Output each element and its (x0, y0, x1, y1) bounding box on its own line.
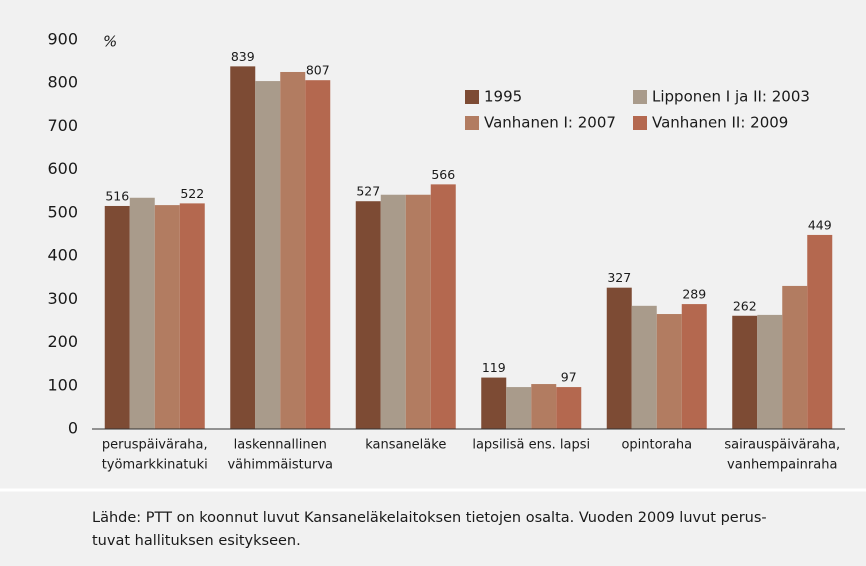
legend-label: 1995 (484, 88, 522, 106)
bar (631, 305, 657, 429)
bar (305, 80, 331, 430)
bar (154, 205, 180, 429)
x-tick-label: peruspäiväraha, (102, 438, 208, 453)
legend-swatch (465, 116, 479, 130)
bar (405, 194, 431, 429)
value-label: 522 (180, 186, 204, 201)
value-label: 527 (356, 184, 380, 199)
value-label: 839 (231, 49, 255, 64)
value-label: 449 (808, 217, 832, 232)
y-tick-label: 600 (47, 159, 78, 178)
bar (179, 203, 205, 429)
x-tick-label: lapsilisä ens. lapsi (472, 438, 590, 453)
legend-label: Vanhanen II: 2009 (652, 114, 788, 132)
bar (656, 314, 682, 429)
legend-label: Lipponen I ja II: 2003 (652, 88, 810, 106)
x-tick-label: vanhempainraha (727, 458, 837, 473)
bar (430, 184, 456, 429)
bar (506, 387, 532, 429)
bar (255, 81, 281, 430)
x-tick-label: työmarkkinatuki (102, 458, 208, 473)
value-label: 289 (682, 287, 706, 302)
y-tick-label: 200 (47, 332, 78, 351)
legend-swatch (633, 116, 647, 130)
bar (280, 71, 306, 430)
y-tick-label: 700 (47, 116, 78, 135)
legend-swatch (465, 90, 479, 104)
source-text: Lähde: PTT on koonnut luvut Kansaneläkel… (92, 510, 767, 526)
x-tick-label: opintoraha (621, 438, 692, 453)
y-tick-label: 300 (47, 289, 78, 308)
y-tick-label: 900 (47, 30, 78, 49)
bar (681, 304, 707, 429)
value-label: 807 (306, 63, 330, 78)
bar (807, 234, 833, 429)
y-tick-label: 400 (47, 246, 78, 265)
value-label: 516 (105, 188, 129, 203)
y-tick-label: 100 (47, 375, 78, 394)
bar (732, 315, 758, 429)
value-label: 262 (733, 298, 757, 313)
bar (380, 194, 406, 429)
value-label: 566 (431, 167, 455, 182)
value-label: 119 (482, 360, 506, 375)
bar (782, 285, 808, 429)
bar (129, 197, 155, 429)
bar (606, 287, 632, 429)
bar (757, 314, 783, 429)
unit-label: % (103, 33, 117, 51)
source-text: tuvat hallituksen esitykseen. (92, 533, 301, 549)
bar (531, 384, 557, 429)
bar (104, 205, 130, 429)
y-tick-label: 800 (47, 73, 78, 92)
legend-swatch (633, 90, 647, 104)
x-tick-label: sairauspäiväraha, (724, 438, 840, 453)
x-tick-label: laskennallinen (234, 438, 327, 453)
x-tick-label: kansaneläke (365, 438, 446, 453)
legend-label: Vanhanen I: 2007 (484, 114, 616, 132)
bar (556, 387, 582, 429)
bar (230, 66, 256, 430)
y-tick-label: 0 (68, 419, 78, 438)
bar (355, 201, 381, 429)
bar (481, 377, 507, 429)
value-label: 97 (561, 370, 577, 385)
x-tick-label: vähimmäisturva (227, 458, 333, 473)
y-tick-label: 500 (47, 202, 78, 221)
value-label: 327 (607, 270, 631, 285)
